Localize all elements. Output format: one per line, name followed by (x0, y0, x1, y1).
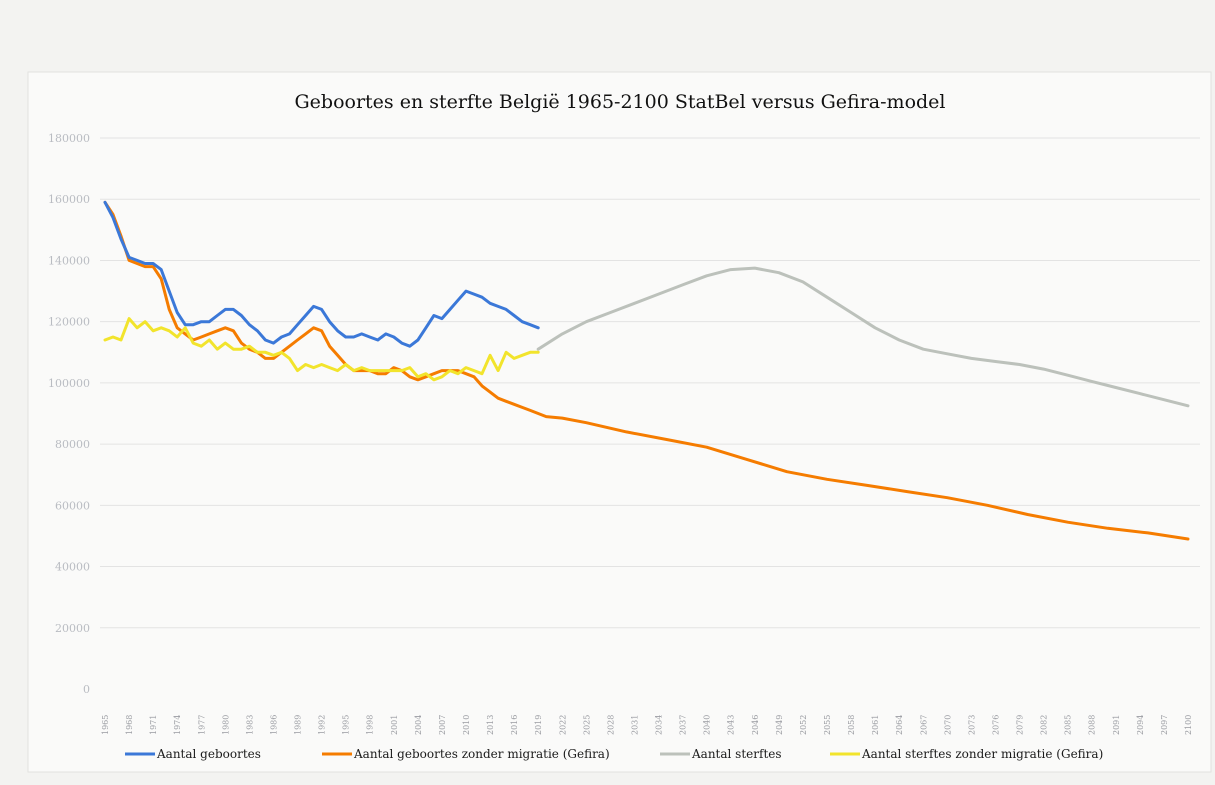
x-tick-label: 1971 (149, 715, 158, 735)
gridlines (100, 137, 1200, 629)
x-tick-label: 1974 (173, 715, 182, 735)
chart-title: Geboortes en sterfte België 1965-2100 St… (294, 91, 945, 113)
x-tick-label: 2037 (679, 715, 688, 735)
x-tick-label: 2073 (967, 715, 976, 735)
x-tick-label: 2031 (630, 715, 639, 735)
x-tick-label: 2025 (582, 715, 591, 735)
x-tick-label: 1983 (245, 715, 254, 735)
x-tick-label: 2052 (799, 715, 808, 735)
x-tick-label: 2016 (510, 715, 519, 735)
x-tick-label: 2022 (558, 715, 567, 735)
y-tick-label: 40000 (55, 561, 90, 574)
x-tick-label: 2034 (655, 715, 664, 735)
x-tick-label: 2091 (1112, 715, 1121, 735)
x-axis-ticks: 1965 1968 1971 1974 1977 1980 1983 1986 1989 1992… (101, 715, 1193, 735)
y-tick-label: 80000 (55, 438, 90, 451)
x-tick-label: 2064 (895, 715, 904, 735)
x-tick-label: 1989 (294, 715, 303, 735)
x-tick-label: 1980 (221, 715, 230, 735)
x-tick-label: 2004 (414, 715, 423, 735)
series-line (536, 266, 1190, 408)
x-tick-label: 2040 (703, 715, 712, 735)
series-line (103, 317, 540, 382)
x-tick-label: 2067 (919, 715, 928, 735)
x-tick-label: 2085 (1064, 715, 1073, 735)
x-tick-label: 2061 (871, 715, 880, 735)
y-axis-ticks: 0 20000 40000 60000 80000 100000 120000 140000 1… (48, 132, 90, 696)
x-tick-label: 1977 (197, 715, 206, 735)
x-tick-label: 2019 (534, 715, 543, 735)
x-tick-label: 2079 (1016, 715, 1025, 735)
x-tick-label: 1995 (342, 715, 351, 735)
series-line (103, 200, 1190, 541)
legend-label: Aantal sterftes (691, 747, 782, 761)
x-tick-label: 2046 (751, 715, 760, 735)
x-tick-label: 2070 (943, 715, 952, 735)
y-tick-label: 60000 (55, 499, 90, 512)
x-tick-label: 2043 (727, 715, 736, 735)
y-tick-label: 120000 (48, 316, 90, 329)
y-tick-label: 140000 (48, 254, 90, 267)
y-tick-label: 160000 (48, 193, 90, 206)
legend-label: Aantal sterftes zonder migratie (Gefira) (861, 747, 1103, 761)
legend-label: Aantal geboortes zonder migratie (Gefira… (353, 747, 610, 761)
y-tick-label: 180000 (48, 132, 90, 145)
y-tick-label: 100000 (48, 377, 90, 390)
x-tick-label: 2001 (390, 715, 399, 735)
x-tick-label: 2010 (462, 715, 471, 735)
x-tick-label: 2076 (991, 715, 1000, 735)
x-tick-label: 2049 (775, 715, 784, 735)
y-tick-label: 20000 (55, 622, 90, 635)
x-tick-label: 2097 (1160, 715, 1169, 735)
x-tick-label: 2082 (1040, 715, 1049, 735)
x-tick-label: 1968 (125, 715, 134, 735)
x-tick-label: 2013 (486, 715, 495, 735)
x-tick-label: 2055 (823, 715, 832, 735)
y-tick-label: 0 (83, 683, 90, 696)
x-tick-label: 1965 (101, 715, 110, 735)
series-lines (103, 200, 1190, 541)
series-line (103, 200, 540, 348)
chart-panel (27, 71, 1212, 773)
x-tick-label: 1986 (269, 715, 278, 735)
x-tick-label: 1998 (366, 715, 375, 735)
x-tick-label: 2058 (847, 715, 856, 735)
legend-label: Aantal geboortes (156, 747, 261, 761)
x-tick-label: 2007 (438, 715, 447, 735)
x-tick-label: 2088 (1088, 715, 1097, 735)
x-tick-label: 1992 (318, 715, 327, 735)
x-tick-label: 2028 (606, 715, 615, 735)
x-tick-label: 2100 (1184, 715, 1193, 735)
x-tick-label: 2094 (1136, 715, 1145, 735)
legend: Aantal geboortes Aantal geboortes zonder … (125, 747, 1103, 761)
